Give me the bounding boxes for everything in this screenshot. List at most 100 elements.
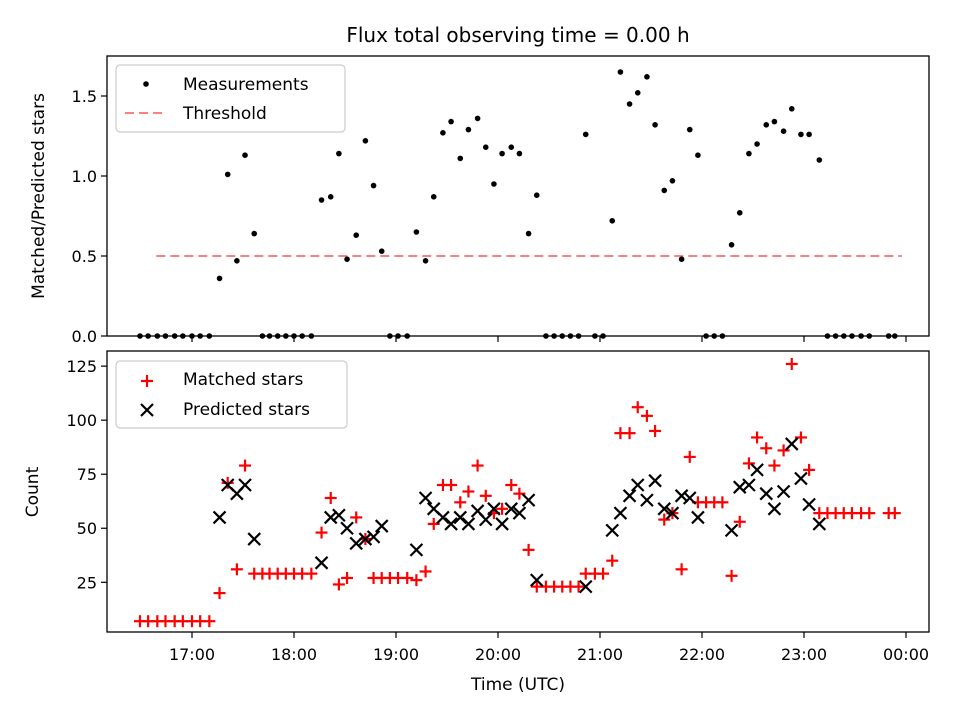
predicted-stars-point	[640, 493, 654, 507]
measurements-point	[788, 106, 795, 112]
matched-stars-point	[751, 431, 764, 444]
legend-measurements-marker	[143, 81, 149, 87]
count-xtick-label: 00:00	[883, 645, 929, 664]
matched-stars-point	[479, 489, 492, 502]
matched-stars-point	[803, 463, 816, 476]
measurements-point	[413, 229, 420, 235]
predicted-stars-point	[358, 532, 373, 546]
matched-stars-point	[401, 571, 414, 584]
predicted-stars-point	[374, 519, 389, 533]
measurements-point	[695, 152, 701, 158]
predicted-stars-point	[495, 517, 509, 531]
legend-threshold-label: Threshold	[182, 104, 267, 124]
measurements-point	[362, 138, 369, 144]
matched-stars-point	[649, 424, 662, 437]
matched-stars-point	[777, 444, 790, 457]
matched-stars-point	[606, 554, 619, 567]
predicted-stars-point	[605, 523, 620, 538]
ratio-legend-box	[115, 64, 346, 133]
predicted-stars-point	[521, 493, 536, 507]
count-ytick-label: 100	[66, 411, 97, 430]
predicted-stars-point	[657, 502, 672, 516]
legend-matched-label: Matched stars	[183, 370, 303, 390]
matched-stars-point	[725, 569, 738, 582]
predicted-stars-point	[784, 437, 799, 451]
measurements-point	[798, 131, 804, 138]
count-xtick-label: 19:00	[373, 645, 419, 664]
matched-stars-point	[742, 457, 755, 470]
measurements-point	[609, 218, 616, 224]
ratio-ytick-label: 1.5	[72, 87, 97, 106]
measurements-point	[336, 150, 342, 157]
measurements-point	[440, 130, 446, 136]
predicted-stars-point	[314, 556, 329, 570]
matched-stars-point	[863, 507, 876, 520]
measurements-point	[728, 242, 735, 248]
measurements-point	[806, 131, 812, 138]
measurements-point	[491, 181, 497, 187]
legend-matched-marker	[141, 375, 153, 387]
predicted-stars-point	[247, 532, 261, 546]
matched-stars-point	[419, 565, 432, 578]
predicted-stars-point	[665, 506, 680, 520]
measurements-point	[430, 194, 437, 200]
count-xtick-label: 23:00	[781, 645, 827, 664]
ratio-ytick-label: 0.5	[72, 247, 97, 266]
predicted-stars-point	[512, 506, 527, 520]
predicted-stars-point	[682, 491, 697, 505]
measurements-point	[448, 118, 454, 125]
ratio-ticks: 0.0 0.5 1.0 1.5	[72, 87, 907, 346]
predicted-stars-point	[812, 517, 827, 531]
measurements-point	[482, 144, 489, 150]
measurements-point	[327, 194, 334, 200]
predicted-stars-point	[238, 478, 252, 492]
measurements-point	[652, 122, 658, 128]
measurements-point	[474, 115, 481, 122]
matched-stars-point	[230, 563, 243, 576]
predicted-stars-point	[487, 502, 501, 516]
measurements-point	[771, 118, 778, 125]
measurements-point	[370, 182, 377, 189]
predicted-stars-point	[444, 517, 458, 531]
matched-stars-point	[631, 401, 644, 414]
matched-stars-point	[768, 459, 781, 472]
predicted-stars-point	[759, 486, 774, 501]
matched-stars-point	[760, 442, 773, 455]
predicted-stars-point	[436, 510, 450, 525]
measurements-point	[686, 126, 693, 133]
predicted-stars-point	[742, 478, 756, 492]
measurements-point	[378, 248, 385, 254]
matched-stars-point	[221, 476, 234, 489]
matched-stars-point	[716, 496, 729, 509]
ratio-y-label: Matched/Predicted stars	[29, 93, 49, 299]
legend-measurements-label: Measurements	[183, 75, 309, 95]
ratio-axes-frame	[106, 55, 930, 337]
matched-stars-point	[888, 507, 901, 520]
matched-stars-point	[305, 567, 318, 580]
predicted-stars-point	[613, 506, 628, 520]
matched-stars-point	[203, 615, 216, 628]
chart-title: Flux total observing time = 0.00 h	[346, 23, 689, 47]
matched-stars-point	[733, 515, 746, 528]
count-legend-box	[115, 360, 348, 429]
predicted-stars-point	[529, 573, 544, 587]
predicted-stars-point	[504, 502, 519, 516]
measurements-point	[516, 150, 523, 157]
predicted-stars-point	[478, 512, 493, 527]
predicted-stars-point	[648, 473, 662, 488]
matched-stars-point	[522, 543, 535, 556]
predicted-stars-point	[750, 463, 764, 477]
count-ytick-label: 50	[77, 519, 97, 538]
predicted-stars-point	[578, 579, 593, 594]
predicted-stars-point	[453, 510, 468, 525]
legend-predicted-label: Predicted stars	[183, 400, 310, 420]
count-ticks: 25 50 75 100 125 17:00 18:00 19:00 20:00 21:00 22:…	[66, 357, 929, 664]
predicted-stars-point	[802, 497, 816, 512]
matched-stars-point	[410, 574, 423, 587]
legend-predicted-marker	[140, 403, 154, 417]
x-axis-label: Time (UTC)	[470, 675, 565, 695]
predicted-stars-point	[622, 489, 637, 503]
ratio-axes: 0.0 0.5 1.0 1.5 Matched/Predicted stars Mea…	[29, 55, 930, 346]
matched-stars-point	[658, 513, 671, 526]
predicted-stars-point	[212, 510, 227, 525]
